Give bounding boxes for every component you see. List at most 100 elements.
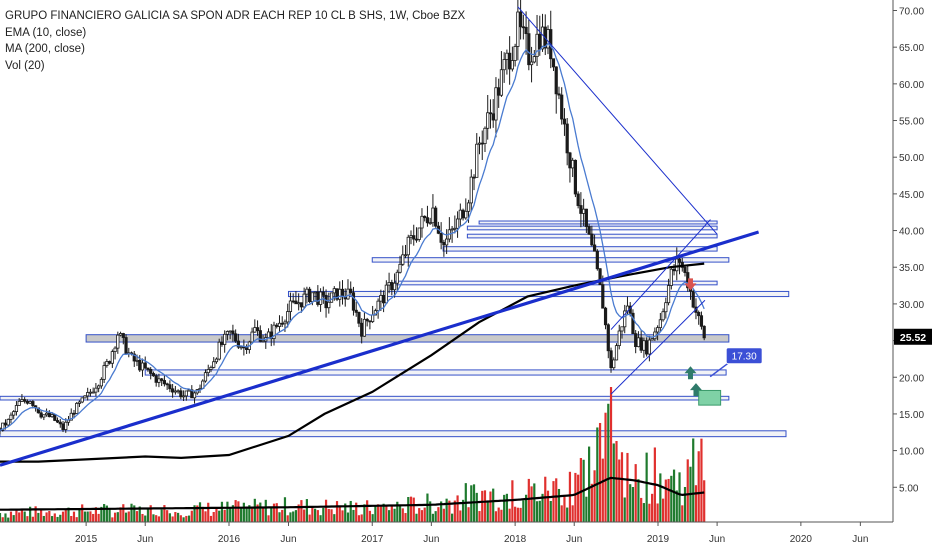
candle-body: [579, 205, 583, 214]
volume-bar: [577, 474, 580, 522]
volume-bar: [429, 501, 432, 522]
candle-body: [47, 412, 51, 418]
candle-body: [365, 318, 369, 322]
ma-indicator-label[interactable]: MA (200, close): [5, 43, 85, 55]
y-tick-label: 5.00: [899, 483, 919, 494]
candle-body: [113, 347, 117, 352]
candle-body: [409, 235, 413, 238]
volume-bar: [357, 515, 361, 522]
horizontal-zone: [371, 257, 730, 263]
candle-body: [677, 258, 682, 263]
volume-bar: [563, 494, 566, 522]
volume-ma-line: [0, 476, 705, 511]
candle-body: [403, 254, 408, 257]
volume-bar: [467, 507, 470, 522]
candle-body: [9, 414, 13, 420]
volume-indicator-label[interactable]: Vol (20): [5, 59, 45, 72]
y-tick-label: 15.00: [899, 410, 924, 421]
up-arrow-icon: [684, 366, 697, 380]
candle-body: [55, 420, 60, 423]
candle-body: [521, 26, 525, 29]
volume-bar: [683, 486, 687, 522]
candle-body: [582, 208, 586, 214]
candle-body: [184, 390, 188, 397]
candle-body: [253, 327, 257, 333]
candle-body: [527, 33, 531, 66]
volume-bar: [56, 516, 59, 522]
ema-indicator-label[interactable]: EMA (10, close): [5, 26, 87, 39]
volume-bar: [133, 505, 136, 522]
volume-bar: [116, 512, 119, 522]
last-price-badge: [894, 328, 932, 345]
volume-bar: [319, 515, 322, 522]
volume-bar: [618, 459, 621, 522]
volume-bar: [177, 512, 180, 522]
volume-bar: [160, 509, 163, 522]
trend-line: [517, 6, 718, 235]
volume-bar: [89, 511, 92, 522]
volume-bar: [231, 505, 235, 522]
volume-bar: [574, 472, 577, 522]
candle-body: [88, 391, 93, 394]
candle-body: [634, 333, 638, 348]
volume-bar: [514, 506, 517, 522]
candle-body: [595, 250, 599, 270]
candle-body: [540, 26, 545, 50]
volume-bar: [341, 510, 344, 522]
candle-body: [475, 143, 479, 178]
volume-bar: [250, 508, 254, 522]
volume-bar: [193, 505, 196, 522]
volume-bar: [470, 485, 473, 522]
candle-body: [699, 315, 704, 327]
candle-body: [192, 392, 197, 399]
candle-body: [102, 365, 106, 380]
volume-bar: [382, 503, 385, 522]
candle-body: [538, 33, 542, 50]
volume-bar: [703, 480, 706, 522]
candle-body: [351, 292, 356, 311]
candle-body: [39, 412, 43, 418]
candle-body: [423, 215, 427, 219]
volume-bar: [524, 494, 528, 522]
volume-bar: [700, 438, 703, 522]
candle-body: [42, 414, 46, 418]
candle-body: [661, 311, 665, 321]
candle-body: [310, 292, 314, 303]
volume-bar: [70, 515, 73, 522]
volume-bar: [519, 507, 522, 522]
volume-bar: [533, 483, 536, 522]
candle-body: [412, 235, 416, 240]
horizontal-zone: [442, 246, 718, 252]
candle-body: [560, 94, 564, 120]
candle-body: [554, 66, 558, 95]
candle-body: [97, 385, 101, 389]
volume-bar: [645, 452, 648, 522]
x-tick-label: 2015: [75, 534, 98, 545]
volume-bar: [412, 497, 415, 522]
volume-bar: [92, 513, 95, 522]
candle-body: [338, 288, 342, 300]
trend-line: [610, 299, 706, 395]
candle-body: [105, 361, 109, 366]
volume-bar: [138, 506, 141, 522]
last-price-label: 25.52: [900, 332, 926, 344]
candle-body: [392, 282, 397, 291]
volume-bar: [166, 510, 169, 522]
candle-body: [532, 56, 536, 63]
trend-line: [610, 219, 711, 330]
candle-body: [360, 322, 364, 337]
volume-bar: [64, 509, 67, 522]
candle-body: [149, 369, 153, 374]
candle-body: [565, 123, 569, 154]
volume-bar: [374, 506, 377, 522]
volume-bar: [278, 512, 281, 522]
candle-body: [510, 60, 514, 70]
candle-body: [466, 202, 471, 212]
volume-bar: [393, 508, 396, 522]
candle-body: [245, 347, 249, 350]
candle-body: [176, 390, 180, 393]
candle-body: [573, 159, 578, 195]
candle-body: [395, 271, 399, 284]
volume-bar: [259, 502, 262, 522]
